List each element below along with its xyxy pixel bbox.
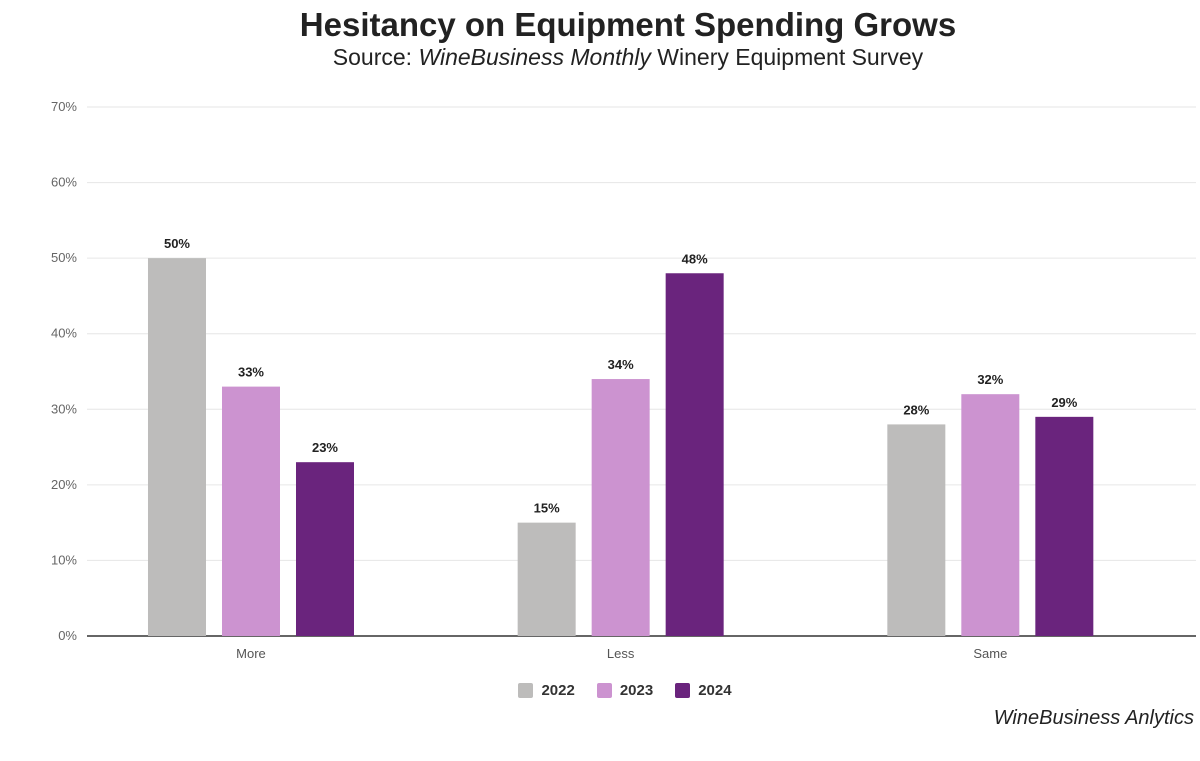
legend-label: 2022	[541, 682, 575, 699]
legend-item: 2023	[596, 682, 654, 699]
data-label: 29%	[1051, 395, 1077, 410]
data-label: 28%	[903, 402, 929, 417]
bar-2024-more	[295, 462, 354, 636]
bar-2022-same	[887, 424, 946, 636]
y-tick-label: 70%	[51, 99, 77, 114]
data-label: 32%	[977, 372, 1003, 387]
y-tick-label: 60%	[51, 175, 77, 190]
subtitle-publication: WineBusiness Monthly	[418, 44, 651, 70]
bar-2023-more	[221, 386, 280, 636]
y-tick-label: 40%	[51, 326, 77, 341]
legend-label: 2024	[698, 682, 732, 699]
data-label: 23%	[312, 440, 338, 455]
chart-title: Hesitancy on Equipment Spending Grows	[299, 6, 957, 43]
bar-2024-less	[665, 273, 724, 636]
data-label: 34%	[608, 357, 634, 372]
legend-swatch	[518, 683, 534, 698]
data-label: 33%	[238, 365, 264, 380]
bars	[147, 258, 1094, 636]
y-tick-label: 0%	[58, 628, 77, 643]
footer-credit: WineBusiness Anlytics	[993, 707, 1194, 729]
subtitle-suffix: Winery Equipment Survey	[650, 44, 924, 70]
y-tick-label: 10%	[51, 552, 77, 567]
bar-2022-more	[147, 258, 206, 636]
y-tick-label: 50%	[51, 250, 77, 265]
bar-2022-less	[517, 522, 576, 636]
y-axis-ticks: 0% 10% 20% 30% 40% 50% 60% 70%	[51, 99, 77, 643]
y-tick-label: 20%	[51, 477, 77, 492]
y-tick-label: 30%	[51, 401, 77, 416]
data-labels: 50% 33% 23% 15% 34% 48% 28% 32% 29%	[164, 236, 1078, 516]
legend-item: 2024	[675, 682, 732, 699]
bar-2023-less	[591, 379, 650, 636]
data-label: 48%	[682, 251, 708, 266]
x-category-label: Same	[973, 646, 1007, 661]
legend-label: 2023	[619, 682, 654, 699]
x-category-label: Less	[607, 646, 635, 661]
bar-chart: 0% 10% 20% 30% 40% 50% 60% 70% 50% 33% 23% 15% 34% 4…	[51, 99, 1196, 661]
legend-swatch	[675, 683, 691, 698]
bar-2023-same	[961, 394, 1020, 636]
chart-subtitle: Source: WineBusiness Monthly Winery Equi…	[0, 44, 1200, 71]
legend-swatch	[596, 683, 612, 698]
data-label: 15%	[534, 501, 560, 516]
bar-2024-same	[1035, 416, 1094, 636]
x-axis-categories: More Less Same	[236, 646, 1007, 661]
x-category-label: More	[236, 646, 266, 661]
legend-item: 2022	[518, 682, 575, 699]
data-label: 50%	[164, 236, 190, 251]
legend: 2022 2023 2024	[0, 682, 1200, 699]
subtitle-prefix: Source:	[332, 44, 419, 70]
